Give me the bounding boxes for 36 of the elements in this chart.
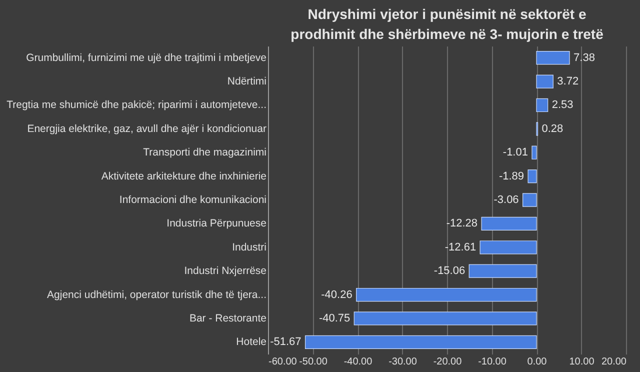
data-label: -3.06 [494, 194, 519, 206]
x-tick-label: -50.00 [299, 356, 328, 368]
x-tick-label: 0.00 [527, 356, 548, 368]
y-tick-label: Industria Përpunuese [166, 218, 267, 230]
chart-title: Ndryshimi vjetor i punësimit në sektorët e prodhimit dhe shërbimeve në 3- mujorin e tretë [290, 6, 604, 42]
y-tick-label: Industri [232, 241, 266, 254]
y-tick-label: Grumbullimi, furnizimi me ujë dhe trajtimi i mbetjeve [26, 52, 267, 64]
y-tick-label: Informacioni dhe komunikacioni [119, 194, 266, 206]
y-tick-label: Aktivitete arkitekture dhe inxhinierie [101, 170, 267, 182]
y-tick-label: Tregtia me shumicë dhe pakicë; riparimi i automjeteve... [6, 99, 266, 112]
x-tick-label: 20.00 [601, 356, 627, 368]
y-tick-label: Transporti dhe magazinimi [143, 146, 266, 159]
y-tick-label: Energjia elektrike, gaz, avull dhe ajër i kondicionuar [27, 122, 267, 135]
data-label: -40.26 [321, 288, 352, 301]
x-tick-label: -10.00 [478, 356, 507, 368]
data-label: -15.06 [434, 265, 466, 278]
y-tick-label: Bar - Restorante [189, 312, 267, 324]
y-tick-label: Industri Nxjerrëse [184, 265, 267, 278]
data-label: -1.89 [498, 170, 524, 182]
x-tick-label: 10.00 [569, 356, 595, 368]
x-tick-label: -60.00 [268, 356, 298, 368]
y-tick-label: Hotele [236, 336, 267, 348]
y-tick-label: Agjenci udhëtimi, operator turistik dhe të tjera... [47, 288, 266, 301]
x-tick-label: -20.00 [433, 356, 462, 368]
data-label: -12.28 [446, 218, 478, 230]
y-tick-label: Ndërtimi [227, 76, 266, 88]
x-tick-label: -40.00 [344, 356, 373, 368]
data-label: -12.61 [444, 241, 476, 254]
data-label: -51.67 [270, 336, 302, 348]
x-tick-label: -30.00 [388, 356, 418, 368]
data-label: 3.72 [557, 76, 579, 88]
data-label: -1.01 [502, 146, 528, 159]
data-label: 7.38 [574, 52, 595, 64]
data-label: 2.53 [552, 99, 574, 112]
data-label: 0.28 [542, 122, 564, 135]
data-label: -40.75 [318, 312, 350, 324]
